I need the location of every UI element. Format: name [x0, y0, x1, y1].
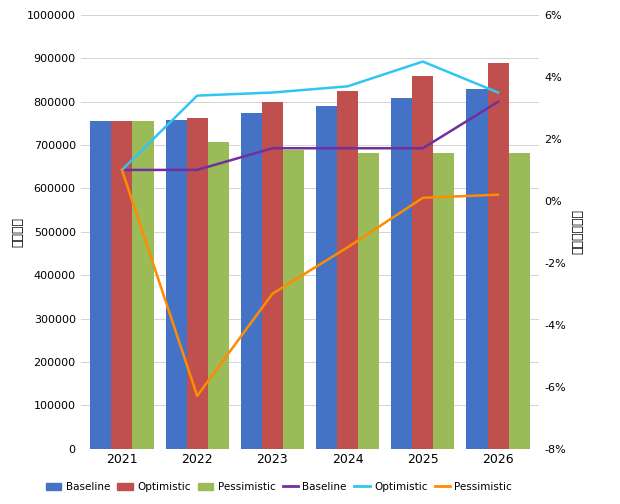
Bar	[187, 118, 208, 449]
Bar	[241, 113, 262, 449]
Bar	[412, 76, 433, 449]
Bar	[391, 98, 412, 449]
Bar	[208, 142, 229, 449]
Bar	[283, 150, 304, 449]
Bar	[91, 121, 112, 449]
Y-axis label: （億円）: （億円）	[11, 217, 24, 247]
Bar	[466, 89, 487, 449]
Bar	[133, 121, 154, 449]
Bar	[166, 120, 187, 449]
Bar	[112, 121, 133, 449]
Bar	[433, 153, 454, 449]
Legend: Baseline, Optimistic, Pessimistic, Baseline, Optimistic, Pessimistic: Baseline, Optimistic, Pessimistic, Basel…	[42, 478, 516, 496]
Bar	[337, 91, 358, 449]
Bar	[316, 106, 337, 449]
Bar	[508, 153, 529, 449]
Y-axis label: 前年比成長率: 前年比成長率	[572, 209, 585, 255]
Bar	[262, 102, 283, 449]
Bar	[487, 63, 508, 449]
Bar	[358, 153, 379, 449]
